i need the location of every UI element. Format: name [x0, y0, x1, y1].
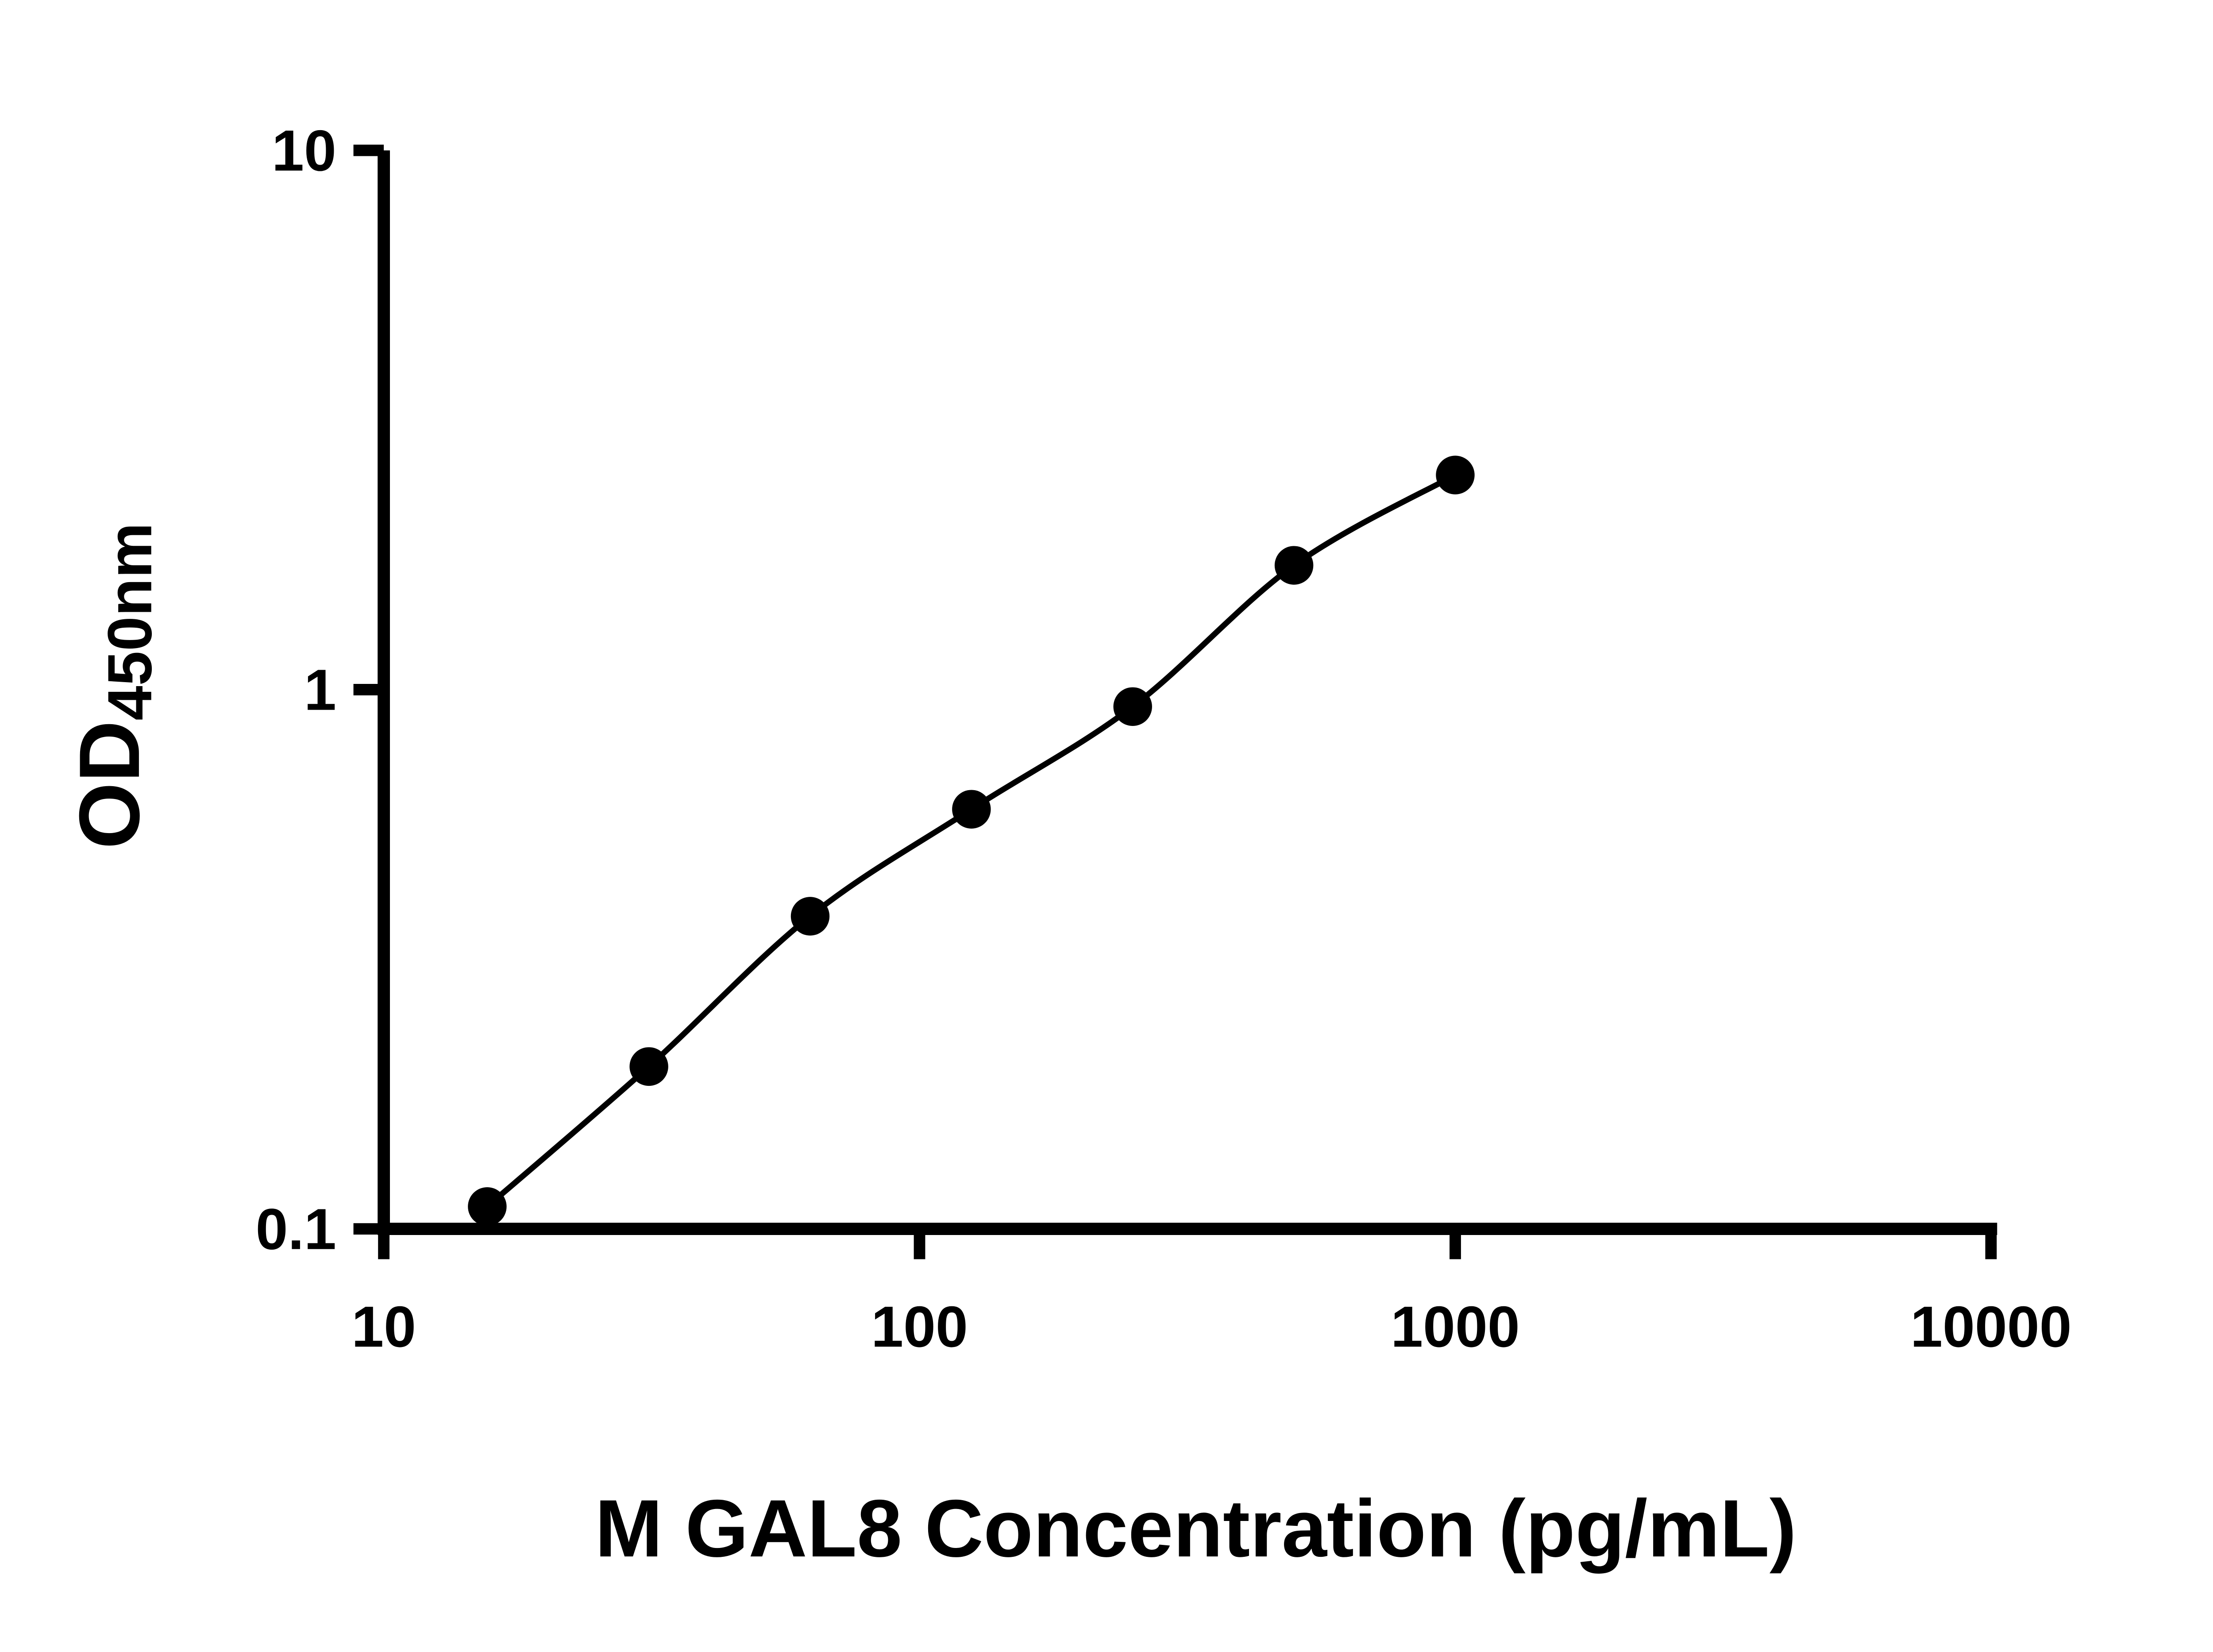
points-layer — [468, 455, 1475, 1226]
x-tick-label: 10 — [351, 1294, 416, 1359]
data-point — [1274, 546, 1314, 585]
y-axis-title-sub: 450nm — [95, 523, 165, 721]
x-tick-label: 100 — [871, 1294, 968, 1359]
y-axis-title-main: OD — [62, 721, 158, 849]
y-tick-label: 1 — [304, 657, 336, 722]
tick-labels-layer: 10 100 1000 10000 0.1 1 10 — [256, 118, 2072, 1359]
y-tick-label: 0.1 — [256, 1197, 336, 1262]
data-point — [629, 1047, 668, 1086]
axis-lines — [378, 150, 1997, 1235]
data-point — [1436, 455, 1475, 494]
data-point — [1113, 687, 1152, 726]
data-point — [952, 790, 991, 829]
standard-curve-line — [485, 472, 1457, 1209]
data-point — [468, 1187, 507, 1226]
x-tick-label: 10000 — [1910, 1294, 2072, 1359]
x-axis-title: M GAL8 Concentration (pg/mL) — [595, 1483, 1797, 1574]
curve-layer — [485, 472, 1457, 1209]
data-point — [790, 897, 830, 936]
y-axis-title: OD450nm — [62, 523, 165, 849]
y-tick-label: 10 — [272, 118, 336, 183]
ticks-layer — [353, 144, 1997, 1259]
x-tick-label: 1000 — [1391, 1294, 1520, 1359]
axes-layer — [378, 150, 1997, 1235]
